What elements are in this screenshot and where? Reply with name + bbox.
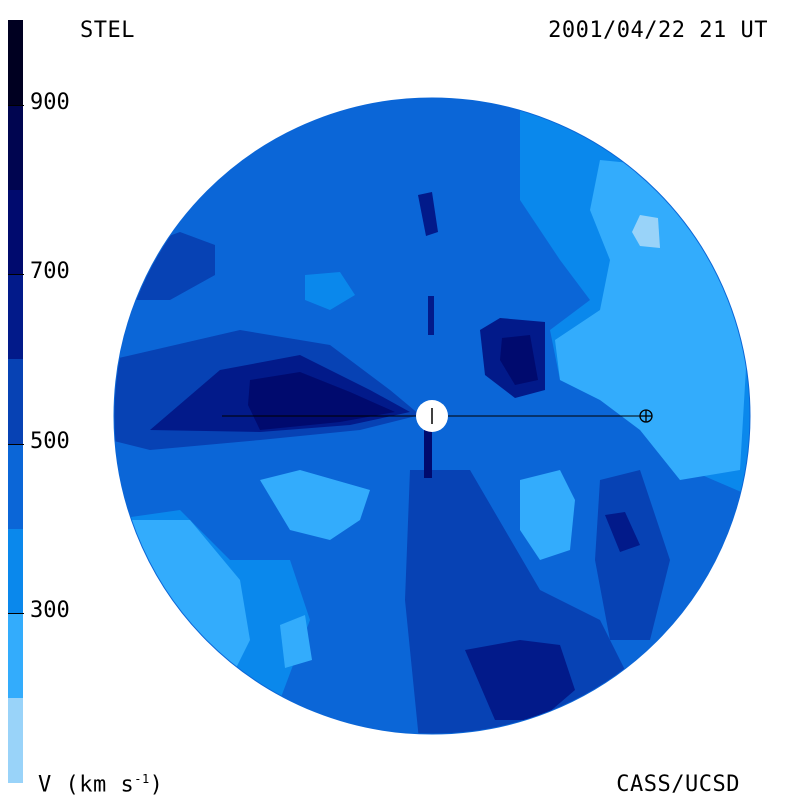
colorbar-tick — [8, 443, 24, 445]
velocity-colorbar — [8, 20, 23, 783]
colorbar-level-0 — [8, 698, 23, 783]
colorbar-level-5 — [8, 274, 23, 360]
colorbar-level-6 — [8, 189, 23, 275]
colorbar-level-4 — [8, 359, 23, 444]
disk-outline — [113, 97, 751, 735]
earth-icon — [639, 409, 653, 423]
velocity-units-label: V (km s-1) — [38, 772, 164, 798]
region-northeast-spot — [632, 215, 660, 248]
colorbar-level-8 — [8, 20, 23, 105]
colorbar-tick — [8, 104, 24, 106]
region-northwest-spot — [305, 272, 355, 310]
colorbar-tick — [8, 613, 24, 615]
colorbar-tick-label: 500 — [30, 428, 70, 454]
region-southeast-darker — [605, 512, 640, 552]
region-south-center-light — [260, 470, 370, 540]
region-center-north-darker — [500, 335, 538, 385]
colorbar-tick-label: 700 — [30, 259, 70, 285]
region-southeast-light — [520, 470, 575, 560]
region-north-streak — [418, 192, 438, 236]
region-southeast-dark — [595, 470, 670, 640]
colorbar-level-1 — [8, 613, 23, 699]
timestamp-label: 2001/04/22 21 UT — [548, 18, 768, 43]
observatory-label: STEL — [80, 18, 135, 43]
credit-label: CASS/UCSD — [616, 772, 740, 797]
colorbar-level-3 — [8, 443, 23, 529]
colorbar-level-2 — [8, 528, 23, 614]
region-south-dark — [405, 470, 640, 734]
colorbar-level-7 — [8, 104, 23, 190]
colorbar-tick-label: 300 — [30, 598, 70, 624]
colorbar-tick — [8, 274, 24, 276]
region-south-darker — [465, 640, 575, 720]
colorbar-tick-label: 900 — [30, 89, 70, 115]
region-south-spot-light — [280, 615, 312, 668]
region-south-streak — [424, 430, 432, 478]
region-center-streak — [428, 296, 434, 335]
